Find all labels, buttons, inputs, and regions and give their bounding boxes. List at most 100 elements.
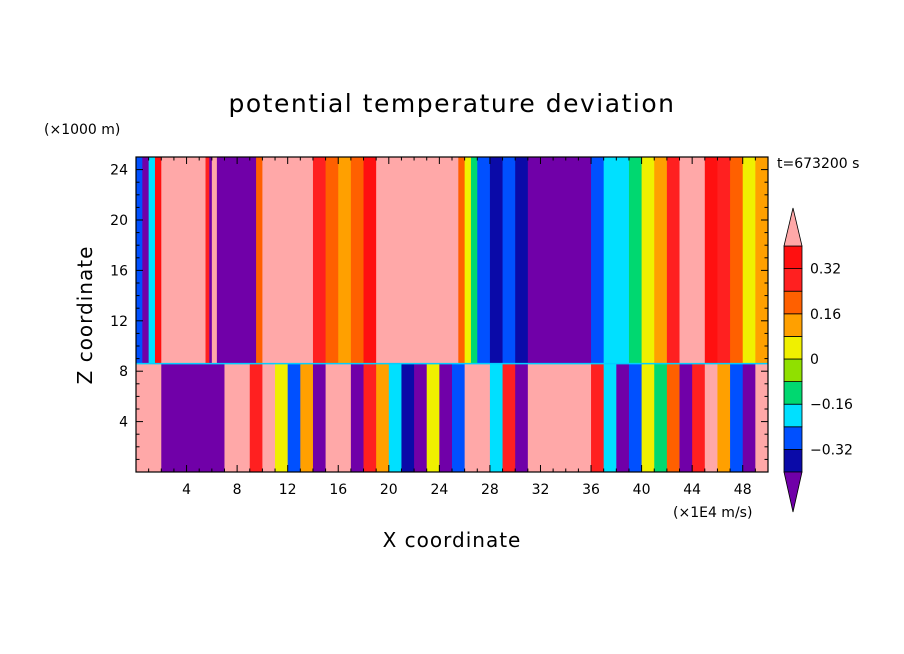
lower-layer-band — [679, 363, 693, 472]
x-unit-label: (×1E4 m/s) — [673, 505, 752, 521]
lower-layer-band — [477, 363, 491, 472]
lower-layer-band — [489, 363, 504, 472]
colorbar-segment — [783, 268, 803, 292]
upper-layer-band — [730, 157, 744, 364]
upper-layer-band — [148, 157, 156, 364]
colorbar-segment — [783, 290, 803, 315]
colorbar-segment — [783, 448, 803, 473]
x-tick-label: 20 — [380, 482, 398, 498]
upper-layer-band — [679, 157, 693, 364]
lower-layer-band — [742, 363, 756, 472]
lower-layer-band — [154, 363, 162, 472]
x-tick-label: 12 — [279, 482, 297, 498]
y-tick-label: 16 — [110, 263, 128, 279]
x-tick-label: 28 — [481, 482, 499, 498]
x-tick-label: 16 — [329, 482, 347, 498]
upper-layer-band — [527, 157, 554, 364]
lower-layer-band — [591, 363, 605, 472]
upper-layer-band — [616, 157, 630, 364]
lower-layer-band — [578, 363, 592, 472]
upper-layer-band — [173, 157, 188, 364]
lower-layer-band — [628, 363, 643, 472]
upper-layer-band — [312, 157, 327, 364]
colorbar-label: 0.32 — [810, 262, 841, 278]
lower-layer-band — [401, 363, 415, 472]
upper-layer-band — [502, 157, 516, 364]
upper-layer-band — [666, 157, 681, 364]
x-tick-label: 32 — [532, 482, 550, 498]
upper-layer-band — [553, 157, 579, 364]
lower-layer-band — [136, 363, 156, 472]
upper-layer-band — [755, 157, 768, 364]
lower-layer-band — [515, 363, 529, 472]
colorbar-label: 0.16 — [810, 307, 841, 323]
lower-layer-band — [527, 363, 567, 472]
colorbar-segment — [783, 245, 803, 270]
x-tick-label: 40 — [633, 482, 651, 498]
upper-layer-band — [452, 157, 459, 364]
upper-layer-band — [742, 157, 756, 364]
x-tick-label: 4 — [182, 482, 191, 498]
colorbar-segment — [783, 358, 803, 383]
lower-layer-band — [704, 363, 719, 472]
upper-layer-band — [199, 157, 207, 364]
upper-layer-band — [287, 157, 301, 364]
upper-layer-band — [692, 157, 706, 364]
lower-layer-band — [287, 363, 301, 472]
upper-layer-band — [186, 157, 200, 364]
y-tick-label: 12 — [110, 314, 128, 330]
x-axis-label: X coordinate — [383, 528, 522, 552]
upper-layer-band — [256, 157, 263, 364]
contour-field — [136, 157, 768, 472]
upper-layer-band — [205, 157, 210, 364]
upper-layer-band — [161, 157, 175, 364]
lower-layer-band — [275, 363, 289, 472]
colorbar-segment — [783, 403, 803, 428]
lower-layer-band — [376, 363, 390, 472]
lower-layer-band — [603, 363, 617, 472]
colorbar-segment — [783, 313, 803, 337]
y-tick-label: 4 — [119, 415, 128, 431]
colorbar-over-arrow — [783, 207, 803, 247]
upper-layer-band — [717, 157, 731, 364]
lower-layer-band — [502, 363, 516, 472]
colorbar-under-arrow — [783, 471, 803, 513]
upper-layer-band — [216, 157, 238, 364]
x-axis: 4 8 12 16 20 24 28 32 36 40 44 48 — [148, 157, 756, 498]
lower-layer-band — [452, 363, 466, 472]
upper-layer-band — [641, 157, 655, 364]
lower-layer-band — [388, 363, 403, 472]
upper-layer-band — [470, 157, 478, 364]
upper-layer-band — [154, 157, 162, 364]
upper-layer-band — [209, 157, 213, 364]
upper-layer-band — [464, 157, 472, 364]
colorbar-label: 0 — [810, 352, 819, 368]
y-tick-label: 24 — [110, 163, 128, 179]
upper-layer-band — [211, 157, 218, 364]
lower-layer-band — [666, 363, 681, 472]
lower-layer-band — [717, 363, 731, 472]
lower-layer-band — [616, 363, 630, 472]
upper-layer-band — [136, 157, 143, 364]
upper-layer-band — [262, 157, 289, 364]
upper-layer-band — [325, 157, 339, 364]
lower-layer-band — [262, 363, 276, 472]
upper-layer-band — [376, 157, 390, 364]
upper-layer-band — [363, 157, 377, 364]
lower-layer-band — [325, 363, 339, 472]
y-axis-label: Z coordinate — [73, 246, 97, 385]
colorbar-segment — [783, 426, 803, 450]
upper-layer-band — [414, 157, 440, 364]
x-tick-label: 36 — [582, 482, 600, 498]
upper-layer-band — [477, 157, 491, 364]
lower-layer-band — [565, 363, 579, 472]
lower-layer-band — [464, 363, 478, 472]
lower-layer-band — [338, 363, 352, 472]
colorbar-label: −0.32 — [810, 442, 853, 458]
y-unit-label: (×1000 m) — [44, 122, 120, 138]
upper-layer-band — [237, 157, 251, 364]
upper-layer-band — [591, 157, 605, 364]
upper-layer-band — [578, 157, 592, 364]
upper-layer-band — [654, 157, 668, 364]
